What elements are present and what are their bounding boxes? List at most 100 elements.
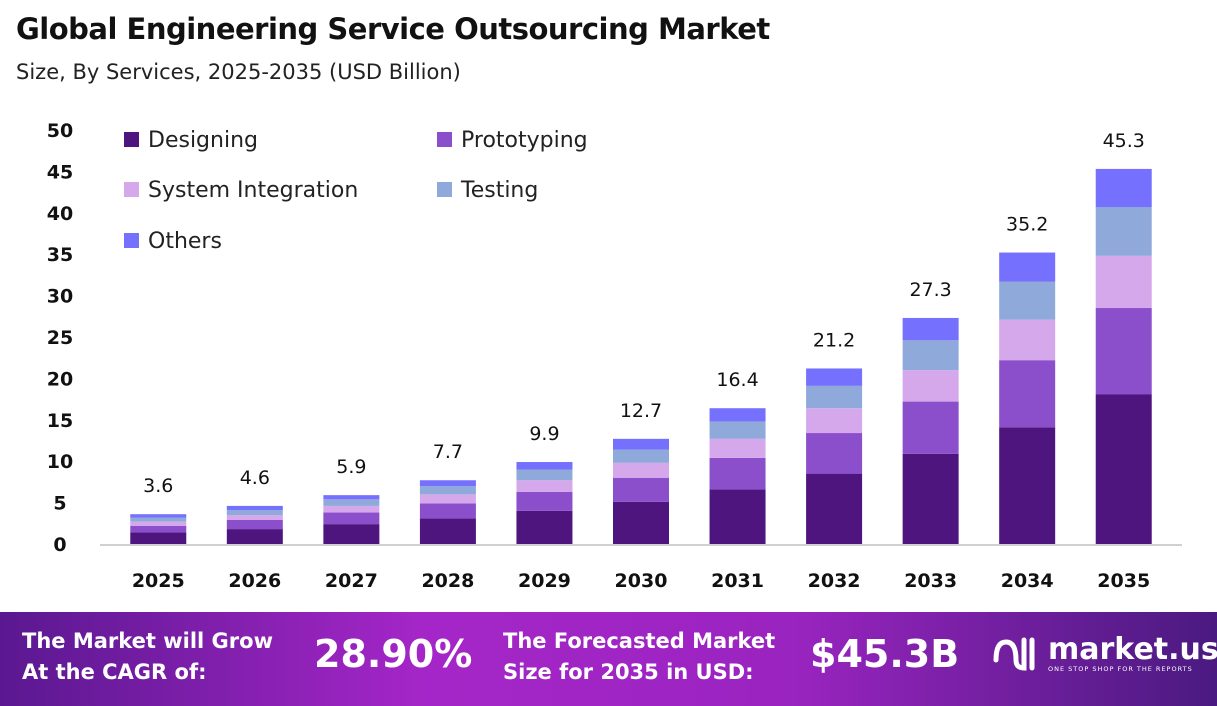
y-tick-label: 50 bbox=[47, 120, 73, 142]
bar-segment-system-integration bbox=[902, 370, 959, 402]
bar-segment-system-integration bbox=[613, 462, 669, 478]
bar-segment-others bbox=[323, 495, 380, 500]
bar-segment-prototyping bbox=[999, 360, 1056, 428]
bar-segment-others bbox=[709, 408, 766, 422]
bar-segment-testing bbox=[1095, 207, 1152, 256]
y-tick-label: 45 bbox=[47, 161, 73, 183]
bar-segment-designing bbox=[130, 532, 187, 544]
legend-label: Others bbox=[148, 229, 222, 254]
forecast-label: The Forecasted Market Size for 2035 in U… bbox=[503, 629, 776, 684]
bar-segment-designing bbox=[902, 453, 959, 544]
x-tick-label: 2032 bbox=[808, 570, 861, 592]
y-tick-label: 15 bbox=[47, 410, 73, 432]
y-tick-label: 20 bbox=[47, 368, 73, 390]
legend-swatch bbox=[437, 182, 452, 197]
bar-segment-designing bbox=[323, 524, 380, 544]
y-tick-label: 40 bbox=[47, 203, 73, 225]
bar-segment-designing bbox=[516, 510, 573, 544]
bar-segment-prototyping bbox=[902, 401, 959, 454]
legend-swatch bbox=[124, 233, 139, 248]
bar-segment-testing bbox=[226, 510, 283, 516]
chart-subtitle: Size, By Services, 2025-2035 (USD Billio… bbox=[16, 60, 461, 84]
bar-total-label: 3.6 bbox=[143, 475, 173, 497]
y-tick-label: 35 bbox=[47, 244, 73, 266]
bar-segment-prototyping bbox=[709, 457, 766, 490]
bar-segment-testing bbox=[613, 449, 669, 463]
bar-segment-others bbox=[226, 505, 283, 511]
bar-segment-others bbox=[613, 438, 669, 450]
bar-segment-others bbox=[130, 514, 187, 518]
bar-segment-prototyping bbox=[226, 519, 283, 530]
bar-segment-others bbox=[999, 252, 1056, 282]
bar-segment-prototyping bbox=[323, 512, 380, 525]
x-tick-label: 2027 bbox=[325, 570, 378, 592]
bar-segment-designing bbox=[999, 427, 1056, 544]
logo-name: market.us bbox=[1048, 632, 1217, 667]
bar-segment-system-integration bbox=[709, 438, 766, 458]
bar-total-label: 7.7 bbox=[433, 441, 463, 463]
bar-segment-others bbox=[1095, 168, 1152, 208]
x-tick-label: 2031 bbox=[711, 570, 764, 592]
bar-total-label: 9.9 bbox=[529, 423, 559, 445]
summary-banner: The Market will Grow At the CAGR of: 28.… bbox=[0, 612, 1217, 706]
bar-total-label: 12.7 bbox=[620, 400, 662, 422]
bar-segment-others bbox=[902, 317, 959, 341]
x-tick-label: 2028 bbox=[421, 570, 474, 592]
bar-segment-system-integration bbox=[1095, 255, 1152, 309]
bar-segment-prototyping bbox=[1095, 308, 1152, 395]
bar-total-label: 16.4 bbox=[716, 369, 758, 391]
legend-label: Prototyping bbox=[461, 128, 588, 153]
bar-segment-designing bbox=[806, 473, 863, 544]
cagr-value: 28.90% bbox=[314, 632, 473, 676]
bar-total-label: 35.2 bbox=[1006, 214, 1048, 236]
bar-segment-system-integration bbox=[419, 494, 476, 504]
x-tick-label: 2029 bbox=[518, 570, 571, 592]
bar-total-label: 27.3 bbox=[909, 279, 951, 301]
bar-segment-testing bbox=[130, 517, 187, 522]
bar-segment-testing bbox=[902, 340, 959, 371]
legend-swatch bbox=[124, 182, 139, 197]
bar-segment-testing bbox=[709, 421, 766, 439]
bar-segment-testing bbox=[806, 385, 863, 409]
bar-segment-testing bbox=[999, 281, 1056, 320]
bar-segment-system-integration bbox=[806, 408, 863, 434]
bar-segment-designing bbox=[226, 529, 283, 544]
legend-swatch bbox=[124, 132, 139, 147]
bar-segment-prototyping bbox=[516, 491, 573, 511]
forecast-value: $45.3B bbox=[810, 632, 960, 676]
bar-segment-system-integration bbox=[516, 480, 573, 492]
bar-segment-system-integration bbox=[226, 515, 283, 520]
x-tick-label: 2033 bbox=[904, 570, 957, 592]
y-tick-label: 0 bbox=[53, 534, 66, 556]
x-tick-label: 2030 bbox=[615, 570, 668, 592]
logo-tagline: ONE STOP SHOP FOR THE REPORTS bbox=[1048, 665, 1193, 673]
bar-segment-prototyping bbox=[613, 477, 669, 502]
bar-segment-prototyping bbox=[130, 525, 187, 533]
x-tick-label: 2025 bbox=[132, 570, 185, 592]
stacked-bar-chart: 051015202530354045503.620254.620265.9202… bbox=[47, 120, 1182, 592]
cagr-label: The Market will Grow At the CAGR of: bbox=[22, 629, 273, 684]
bar-total-label: 4.6 bbox=[240, 467, 270, 489]
x-tick-label: 2035 bbox=[1097, 570, 1150, 592]
bar-total-label: 5.9 bbox=[336, 456, 366, 478]
y-tick-label: 5 bbox=[53, 493, 66, 515]
bar-segment-system-integration bbox=[323, 505, 380, 513]
x-tick-label: 2034 bbox=[1001, 570, 1054, 592]
bar-segment-designing bbox=[709, 489, 766, 544]
bar-segment-others bbox=[806, 368, 863, 386]
bar-segment-system-integration bbox=[130, 521, 187, 526]
bar-segment-designing bbox=[613, 501, 669, 544]
legend-label: Designing bbox=[148, 128, 258, 153]
market-us-logo: market.us ONE STOP SHOP FOR THE REPORTS bbox=[990, 634, 1217, 674]
y-tick-label: 30 bbox=[47, 286, 73, 308]
legend-label: Testing bbox=[460, 178, 538, 203]
bar-segment-others bbox=[516, 462, 573, 470]
bar-segment-testing bbox=[419, 486, 476, 495]
legend-label: System Integration bbox=[148, 178, 358, 203]
bar-segment-testing bbox=[323, 499, 380, 506]
chart-title: Global Engineering Service Outsourcing M… bbox=[16, 12, 770, 46]
y-tick-label: 25 bbox=[47, 327, 73, 349]
logo-icon bbox=[993, 637, 1035, 671]
x-tick-label: 2026 bbox=[228, 570, 281, 592]
bar-segment-system-integration bbox=[999, 319, 1056, 361]
